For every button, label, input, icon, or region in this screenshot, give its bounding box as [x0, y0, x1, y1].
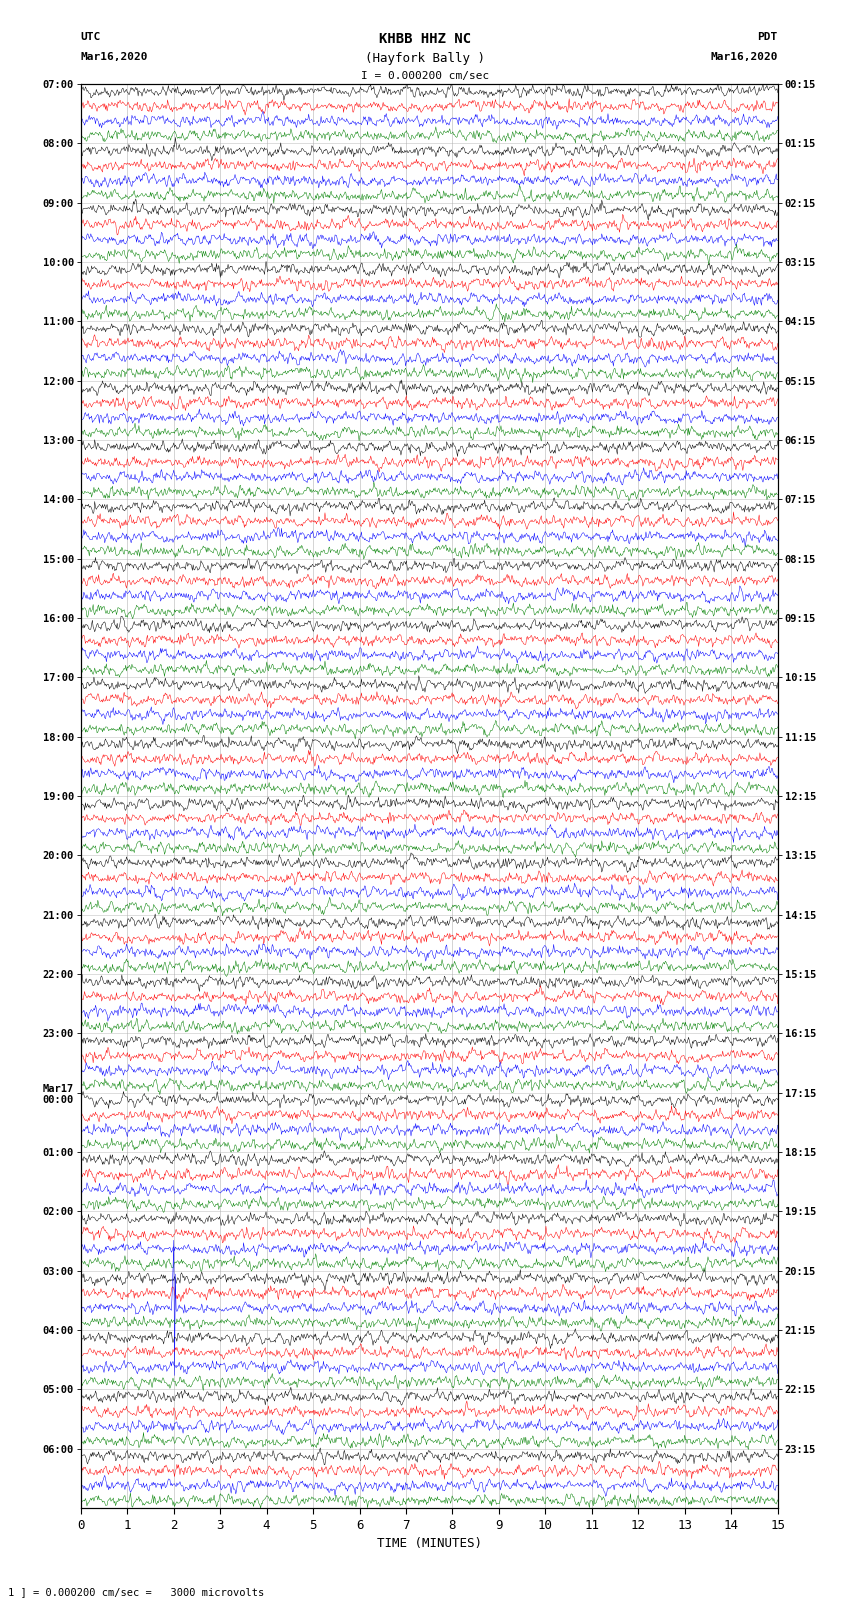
Text: Mar16,2020: Mar16,2020 — [711, 52, 778, 61]
Text: I = 0.000200 cm/sec: I = 0.000200 cm/sec — [361, 71, 489, 81]
Text: PDT: PDT — [757, 32, 778, 42]
Text: (Hayfork Bally ): (Hayfork Bally ) — [365, 52, 485, 65]
Text: UTC: UTC — [81, 32, 101, 42]
Text: KHBB HHZ NC: KHBB HHZ NC — [379, 32, 471, 47]
X-axis label: TIME (MINUTES): TIME (MINUTES) — [377, 1537, 482, 1550]
Text: Mar16,2020: Mar16,2020 — [81, 52, 148, 61]
Text: 1 ] = 0.000200 cm/sec =   3000 microvolts: 1 ] = 0.000200 cm/sec = 3000 microvolts — [8, 1587, 264, 1597]
